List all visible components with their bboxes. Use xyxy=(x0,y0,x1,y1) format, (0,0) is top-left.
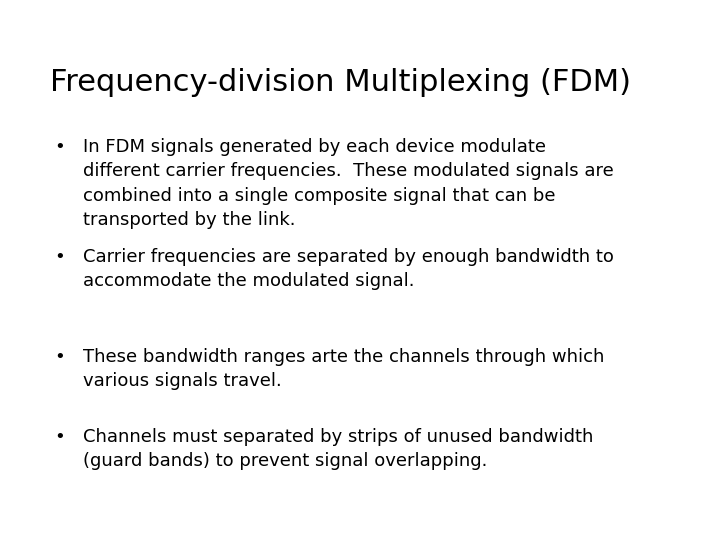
Text: Channels must separated by strips of unused bandwidth
(guard bands) to prevent s: Channels must separated by strips of unu… xyxy=(83,428,593,470)
Text: Frequency-division Multiplexing (FDM): Frequency-division Multiplexing (FDM) xyxy=(50,68,631,97)
Text: In FDM signals generated by each device modulate
different carrier frequencies. : In FDM signals generated by each device … xyxy=(83,138,613,229)
Text: •: • xyxy=(54,428,65,446)
Text: •: • xyxy=(54,348,65,366)
Text: These bandwidth ranges arte the channels through which
various signals travel.: These bandwidth ranges arte the channels… xyxy=(83,348,604,390)
Text: Carrier frequencies are separated by enough bandwidth to
accommodate the modulat: Carrier frequencies are separated by eno… xyxy=(83,248,613,291)
Text: •: • xyxy=(54,248,65,266)
Text: •: • xyxy=(54,138,65,156)
